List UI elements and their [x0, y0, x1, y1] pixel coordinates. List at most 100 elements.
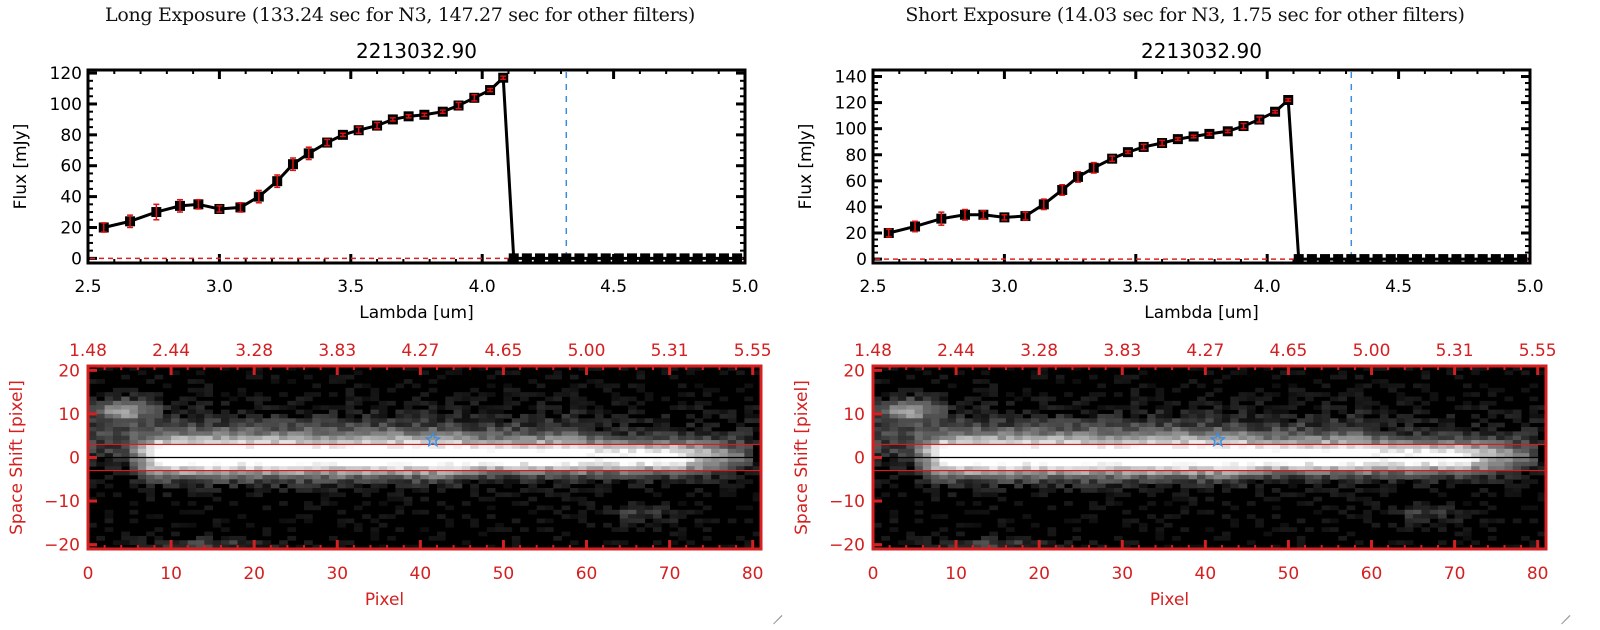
image-pixel [873, 431, 882, 437]
plot-frame [86, 68, 747, 265]
image-pixel [939, 396, 949, 402]
image-pixel [1263, 453, 1273, 458]
image-pixel [619, 440, 629, 445]
image-pixel [1238, 466, 1248, 471]
image-pixel [478, 413, 488, 419]
image-pixel [989, 492, 999, 498]
image-pixel [1005, 518, 1015, 524]
image-pixel [1246, 427, 1256, 432]
image-pixel [171, 531, 180, 537]
image-pixel [1446, 466, 1456, 471]
image-pixel [931, 448, 940, 454]
image-pixel [669, 531, 679, 537]
image-pixel [1080, 431, 1090, 437]
image-pixel [470, 466, 479, 471]
image-pixel [1437, 422, 1447, 428]
image-pixel [889, 405, 899, 410]
image-pixel [989, 488, 999, 493]
image-pixel [1529, 435, 1539, 441]
image-pixel [1338, 470, 1347, 476]
image-pixel [1437, 440, 1447, 445]
image-pixel [1479, 400, 1489, 406]
image-pixel [96, 379, 106, 384]
image-pixel [586, 457, 596, 463]
image-pixel [387, 496, 396, 502]
image-pixel [1246, 435, 1256, 441]
image-pixel [1280, 435, 1289, 441]
image-pixel [1130, 392, 1140, 397]
image-pixel [1263, 431, 1273, 437]
image-pixel [403, 496, 413, 502]
image-pixel [1022, 535, 1032, 541]
image-pixel [304, 514, 313, 519]
image-pixel [362, 474, 371, 480]
image-pixel [906, 535, 915, 541]
image-pixel [652, 470, 662, 476]
image-pixel [196, 470, 205, 476]
image-pixel [1221, 457, 1231, 463]
y-tick-label: 20 [845, 224, 867, 244]
image-pixel [1354, 383, 1364, 389]
image-pixel [1429, 466, 1439, 471]
image-pixel [752, 405, 762, 410]
image-pixel [1064, 470, 1073, 476]
image-pixel [461, 448, 471, 454]
image-pixel [245, 453, 255, 458]
image-pixel [536, 435, 546, 441]
image-pixel [187, 409, 197, 415]
image-pixel [520, 444, 529, 450]
image-pixel [947, 483, 957, 489]
image-pixel [736, 435, 745, 441]
image-pixel [752, 531, 762, 537]
image-pixel [1321, 444, 1331, 450]
image-pixel [1280, 479, 1289, 485]
image-pixel [1055, 422, 1065, 428]
image-pixel [744, 413, 754, 419]
image-pixel [914, 444, 924, 450]
image-pixel [981, 479, 990, 485]
image-pixel [1429, 396, 1439, 402]
image-pixel [644, 479, 654, 485]
image-pixel [436, 427, 446, 432]
image-pixel [1255, 387, 1264, 393]
image-pixel [964, 448, 974, 454]
image-pixel [1039, 492, 1048, 498]
image-pixel [1363, 509, 1372, 515]
image-pixel [881, 392, 891, 397]
image-pixel [1022, 457, 1032, 463]
image-pixel [171, 431, 180, 437]
image-pixel [1313, 483, 1323, 489]
image-pixel [353, 483, 363, 489]
image-pixel [1296, 479, 1306, 485]
image-pixel [1122, 522, 1131, 528]
image-pixel [1089, 501, 1098, 506]
image-pixel [1354, 461, 1364, 467]
image-pixel [187, 427, 197, 432]
image-pixel [1496, 474, 1505, 480]
image-pixel [1429, 431, 1439, 437]
resize-grip-icon[interactable] [770, 604, 783, 625]
image-pixel [1030, 466, 1040, 471]
image-pixel [1446, 431, 1456, 437]
image-pixel [1213, 379, 1223, 384]
image-pixel [561, 514, 571, 519]
image-pixel [972, 409, 982, 415]
image-pixel [544, 453, 554, 458]
image-pixel [503, 396, 513, 402]
image-pixel [1022, 431, 1032, 437]
image-pixel [636, 518, 646, 524]
image-pixel [511, 540, 521, 546]
image-pixel [162, 457, 172, 463]
image-pixel [528, 466, 538, 471]
image-pixel [154, 374, 164, 380]
image-pixel [1138, 461, 1148, 467]
image-pixel [744, 479, 754, 485]
image-pixel [370, 453, 380, 458]
image-pixel [104, 527, 114, 532]
image-pixel [1163, 427, 1173, 432]
resize-grip-icon[interactable] [1558, 604, 1571, 625]
image-pixel [453, 405, 463, 410]
image-pixel [1105, 405, 1115, 410]
image-pixel [1421, 474, 1431, 480]
image-pixel [196, 492, 205, 498]
